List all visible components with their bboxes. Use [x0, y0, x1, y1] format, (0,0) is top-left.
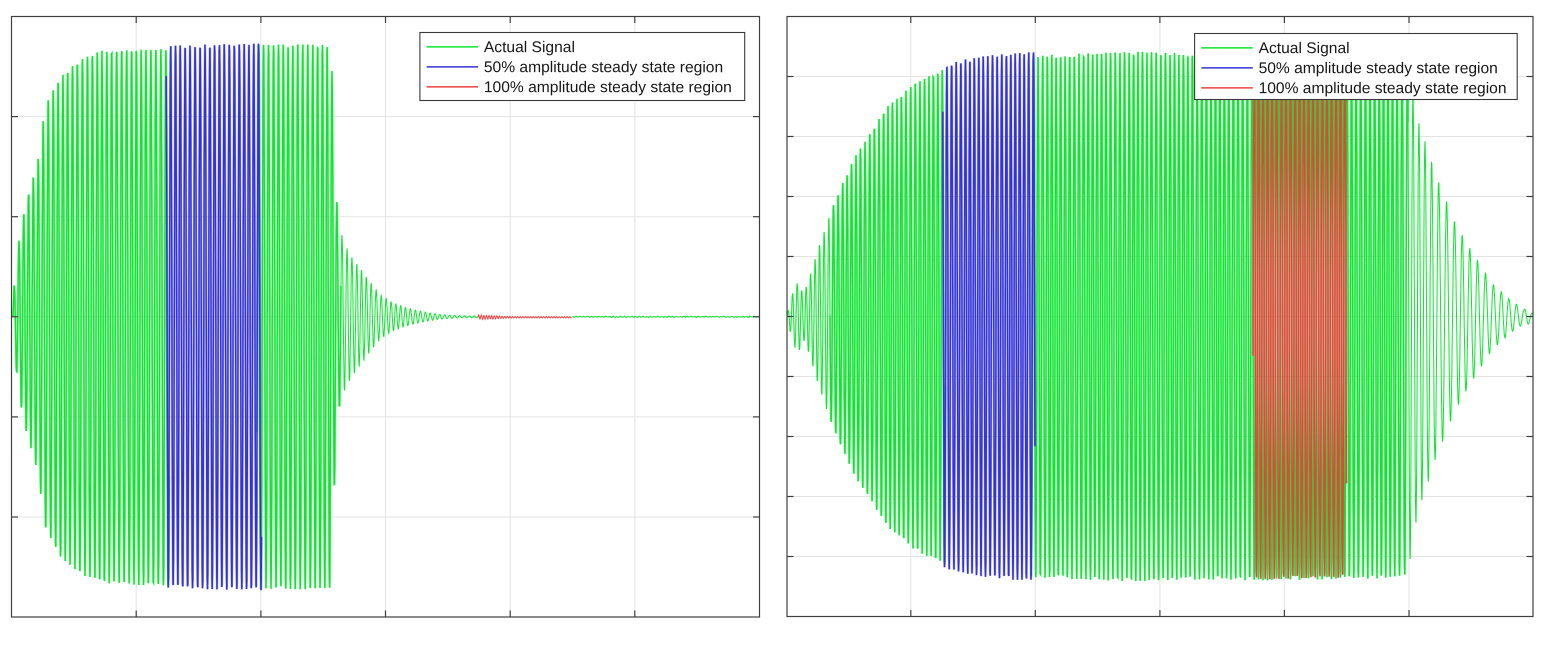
svg-text:Actual Signal: Actual Signal — [1259, 40, 1350, 57]
svg-text:100% amplitude steady state re: 100% amplitude steady state region — [1259, 80, 1507, 97]
svg-text:50% amplitude steady state reg: 50% amplitude steady state region — [1259, 60, 1498, 77]
svg-text:Actual Signal: Actual Signal — [484, 39, 575, 56]
svg-text:50% amplitude steady state reg: 50% amplitude steady state region — [484, 59, 723, 76]
svg-text:100% amplitude steady state re: 100% amplitude steady state region — [484, 79, 732, 96]
